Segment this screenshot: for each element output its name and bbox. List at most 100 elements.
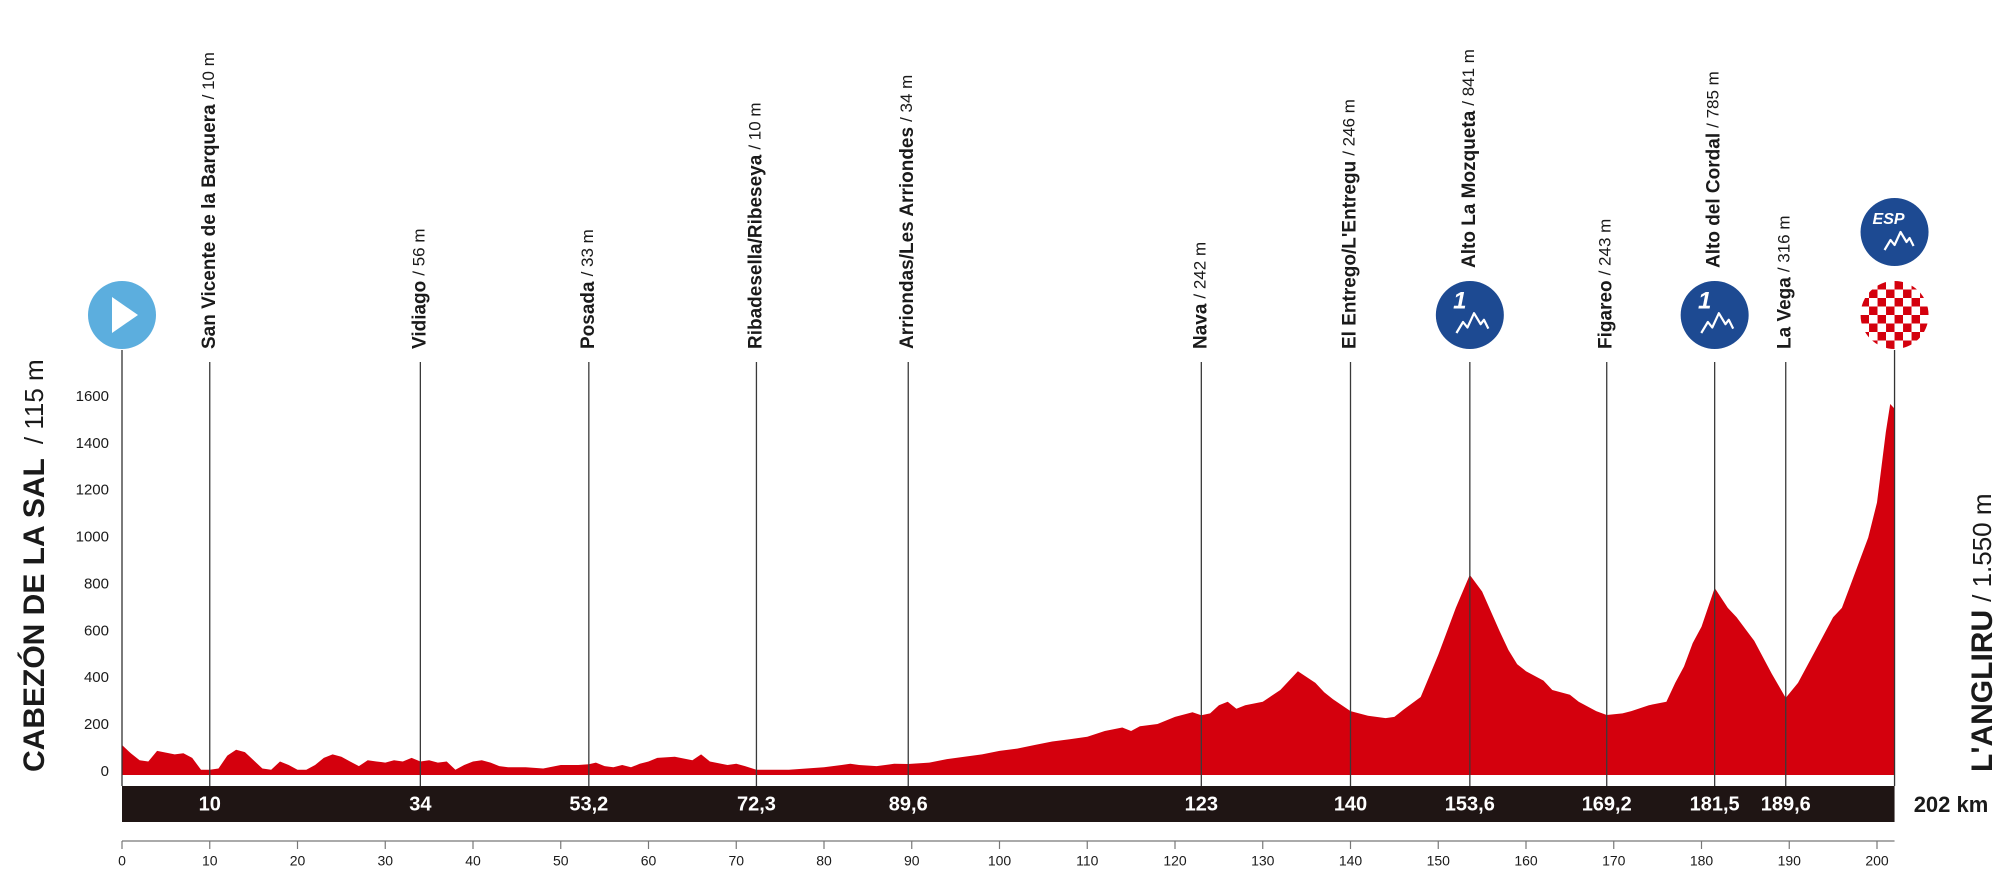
waypoint-name: El Entrego/L'Entregu	[1340, 161, 1361, 349]
checker-cell	[1869, 332, 1878, 341]
checker-cell	[1920, 289, 1929, 298]
checker-cell	[1920, 306, 1929, 315]
waypoint-altitude: / 246 m	[1340, 99, 1359, 156]
waypoint-altitude: / 242 m	[1191, 242, 1210, 299]
checker-cell	[1911, 289, 1921, 298]
checker-cell	[1860, 332, 1870, 341]
finish-badge-text: ESP	[1873, 211, 1905, 228]
checker-cell	[1894, 340, 1904, 349]
checker-cell	[1920, 340, 1929, 349]
km-label: 53,2	[569, 793, 608, 815]
mountain-icon	[1455, 312, 1490, 334]
km-label: 89,6	[889, 793, 928, 815]
elevation-area	[122, 404, 1895, 775]
x-tick-label: 110	[1076, 853, 1099, 869]
checker-cell	[1860, 306, 1870, 315]
checker-cell	[1860, 323, 1870, 332]
checker-cell	[1860, 315, 1870, 324]
y-tick-label: 0	[101, 763, 109, 780]
y-tick-label: 800	[84, 575, 109, 592]
checker-cell	[1860, 281, 1870, 290]
checker-cell	[1920, 315, 1929, 324]
waypoint-altitude: / 785 m	[1704, 71, 1723, 128]
checker-cell	[1894, 298, 1904, 307]
checker-cell	[1911, 323, 1921, 332]
checker-cell	[1911, 298, 1921, 307]
waypoint-name: Vidiago	[409, 281, 430, 349]
km-label: 153,6	[1445, 793, 1495, 815]
waypoint-label: Nava / 242 m	[1190, 242, 1211, 349]
checker-cell	[1869, 323, 1878, 332]
y-tick-label: 200	[84, 716, 109, 733]
checker-cell	[1886, 332, 1895, 341]
waypoint-name: Nava	[1190, 303, 1211, 349]
checker-cell	[1860, 298, 1870, 307]
checker-cell	[1886, 289, 1895, 298]
x-tick-label: 40	[465, 853, 481, 869]
km-label: 169,2	[1582, 793, 1632, 815]
waypoint-label: Arriondas/Les Arriondes / 34 m	[897, 75, 918, 349]
checker-cell	[1886, 306, 1895, 315]
checker-cell	[1886, 340, 1895, 349]
checker-cell	[1894, 281, 1904, 290]
waypoint-label: Posada / 33 m	[578, 229, 599, 349]
mountain-icon	[1883, 230, 1915, 251]
y-tick-label: 1000	[76, 529, 109, 546]
waypoint-name: San Vicente de la Barquera	[199, 104, 220, 349]
climb-category: 1	[1698, 287, 1711, 314]
checker-cell	[1886, 323, 1895, 332]
waypoint-label: San Vicente de la Barquera / 10 m	[199, 52, 220, 349]
waypoint-altitude: / 56 m	[410, 228, 429, 275]
checker-cell	[1911, 332, 1921, 341]
checker-cell	[1894, 323, 1904, 332]
checker-cell	[1920, 323, 1929, 332]
checker-cell	[1869, 298, 1878, 307]
checker-cell	[1860, 340, 1870, 349]
checker-cell	[1894, 289, 1904, 298]
checker-cell	[1877, 315, 1887, 324]
finish-climb-badge	[1860, 198, 1929, 266]
checker-cell	[1869, 306, 1878, 315]
x-tick-label: 60	[641, 853, 657, 869]
waypoint-name: Arriondas/Les Arriondes	[897, 127, 918, 349]
waypoint-label: Alto La Mozqueta / 841 m	[1459, 49, 1480, 268]
checker-cell	[1920, 332, 1929, 341]
finish-flag	[1860, 281, 1929, 349]
x-tick-label: 30	[377, 853, 393, 869]
checker-cell	[1877, 298, 1887, 307]
waypoint-altitude: / 841 m	[1459, 49, 1478, 106]
checker-cell	[1903, 281, 1912, 290]
waypoint-altitude: / 33 m	[578, 229, 597, 276]
waypoint-name: Alto La Mozqueta	[1459, 110, 1480, 268]
km-label: 34	[409, 793, 432, 815]
checker-cell	[1911, 306, 1921, 315]
x-tick-label: 130	[1251, 853, 1275, 869]
waypoint-label: Ribadesella/Ribeseya / 10 m	[745, 102, 766, 349]
x-tick-label: 20	[290, 853, 306, 869]
waypoint-altitude: / 34 m	[898, 75, 917, 122]
mountain-icon	[1700, 312, 1735, 334]
y-tick-label: 600	[84, 622, 109, 639]
checker-cell	[1877, 323, 1887, 332]
waypoint-label: Vidiago / 56 m	[409, 228, 430, 349]
waypoint-name: Figareo	[1596, 280, 1617, 349]
checker-cell	[1903, 315, 1912, 324]
checker-cell	[1903, 323, 1912, 332]
checker-cell	[1903, 306, 1912, 315]
waypoint-label: Alto del Cordal / 785 m	[1704, 71, 1725, 268]
x-tick-label: 80	[816, 853, 832, 869]
checker-cell	[1903, 298, 1912, 307]
checker-cell	[1869, 340, 1878, 349]
waypoint-altitude: / 10 m	[199, 52, 218, 99]
waypoint-altitude: / 316 m	[1775, 215, 1794, 272]
waypoint-altitude: / 10 m	[746, 102, 765, 149]
checker-cell	[1920, 281, 1929, 290]
checker-cell	[1877, 332, 1887, 341]
x-tick-label: 10	[202, 853, 218, 869]
x-tick-label: 190	[1778, 853, 1802, 869]
km-label: 181,5	[1690, 793, 1740, 815]
y-tick-label: 1200	[76, 482, 109, 499]
start-title: CABEZÓN DE LA SAL / 115 m	[17, 359, 51, 772]
checker-cell	[1877, 306, 1887, 315]
